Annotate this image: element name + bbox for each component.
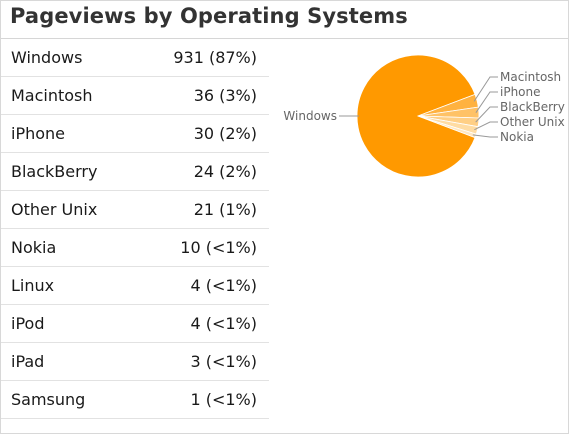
- os-pageviews: 1 (<1%): [190, 390, 257, 409]
- table-row: Windows 931 (87%): [1, 39, 269, 77]
- os-name: BlackBerry: [11, 162, 98, 181]
- leader-line-nokia: [472, 134, 498, 138]
- os-pie-chart: Windows Macintosh iPhone BlackBerry Other Un…: [273, 41, 568, 231]
- os-pageviews: 3 (<1%): [190, 352, 257, 371]
- os-pageviews: 30 (2%): [193, 124, 257, 143]
- slice-label: Windows: [283, 109, 337, 123]
- table-row: Nokia 10 (<1%): [1, 229, 269, 267]
- table-row: iPod 4 (<1%): [1, 305, 269, 343]
- os-name: iPod: [11, 314, 45, 333]
- os-pageviews: 36 (3%): [193, 86, 257, 105]
- os-pageviews: 10 (<1%): [180, 238, 257, 257]
- table-row: Macintosh 36 (3%): [1, 77, 269, 115]
- slice-label: Nokia: [500, 130, 534, 144]
- os-pageviews: 4 (<1%): [190, 276, 257, 295]
- table-row: iPad 3 (<1%): [1, 343, 269, 381]
- os-pageviews: 21 (1%): [193, 200, 257, 219]
- pie-slice-nokia: [417, 115, 477, 139]
- table-row: BlackBerry 24 (2%): [1, 153, 269, 191]
- slice-label: Other Unix: [500, 115, 565, 129]
- os-name: Macintosh: [11, 86, 93, 105]
- os-name: Nokia: [11, 238, 57, 257]
- os-pageviews: 24 (2%): [193, 162, 257, 181]
- table-row: Samsung 1 (<1%): [1, 381, 269, 419]
- os-name: Linux: [11, 276, 55, 295]
- os-name: Windows: [11, 48, 83, 67]
- os-pageviews: 931 (87%): [173, 48, 257, 67]
- os-name: Other Unix: [11, 200, 98, 219]
- slice-label: Macintosh: [500, 70, 561, 84]
- os-name: iPhone: [11, 124, 66, 143]
- leader-line-macintosh: [473, 76, 498, 102]
- os-name: iPad: [11, 352, 45, 371]
- os-pageviews: 4 (<1%): [190, 314, 257, 333]
- page-title: Pageviews by Operating Systems: [10, 4, 408, 28]
- os-name: Samsung: [11, 390, 86, 409]
- leader-line-iphone: [475, 91, 498, 113]
- slice-label: iPhone: [500, 85, 541, 99]
- table-row: Linux 4 (<1%): [1, 267, 269, 305]
- table-row: iPhone 30 (2%): [1, 115, 269, 153]
- leader-line-blackberry: [475, 106, 498, 123]
- leader-line-other-unix: [474, 121, 498, 131]
- slice-label: BlackBerry: [500, 100, 565, 114]
- table-row: Other Unix 21 (1%): [1, 191, 269, 229]
- title-divider: [1, 38, 568, 39]
- os-pageviews-table: Windows 931 (87%) Macintosh 36 (3%) iPhone 30…: [1, 39, 269, 419]
